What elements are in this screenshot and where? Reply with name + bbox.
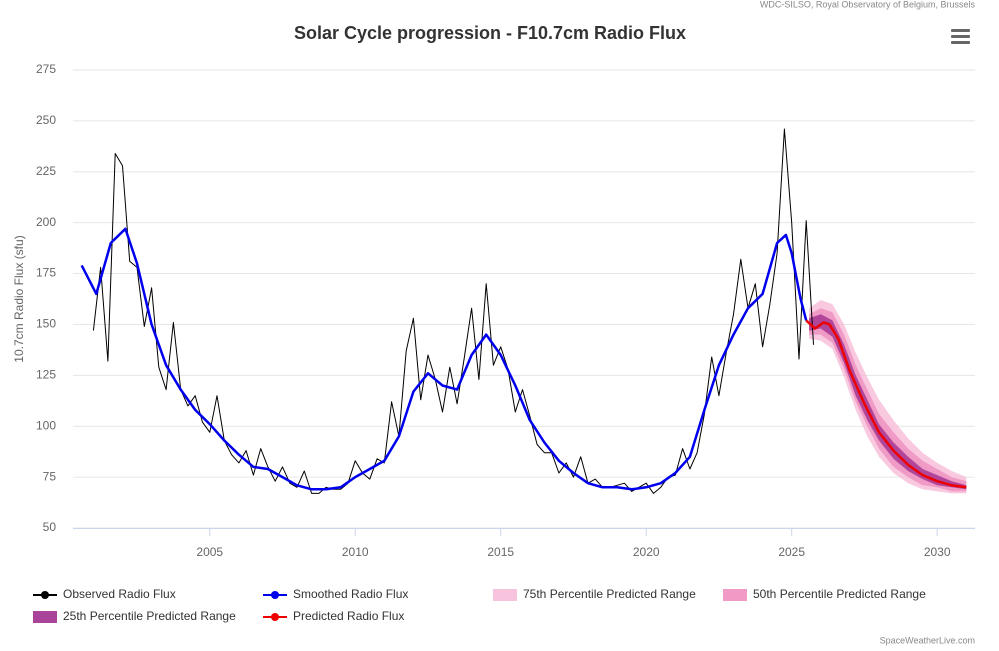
y-tick-label: 225 [36,164,56,178]
legend-label: Smoothed Radio Flux [293,587,408,601]
legend-label: 75th Percentile Predicted Range [523,587,696,601]
legend-symbol [723,589,747,601]
legend-item[interactable]: Observed Radio Flux [33,587,176,601]
legend-symbol [41,591,49,599]
y-tick-label: 100 [36,418,56,432]
x-tick-label: 2020 [633,545,660,559]
site-credit: SpaceWeatherLive.com [880,635,975,645]
predicted-range [809,308,967,492]
chart-title: Solar Cycle progression - F10.7cm Radio … [294,23,686,43]
series-line [80,227,808,491]
y-tick-label: 250 [36,113,56,127]
legend-label: Observed Radio Flux [63,587,176,601]
y-tick-label: 275 [36,62,56,76]
legend-label: Predicted Radio Flux [293,609,404,623]
legend-item[interactable]: 25th Percentile Predicted Range [33,609,236,623]
x-tick-label: 2025 [778,545,805,559]
y-axis-label: 10.7cm Radio Flux (sfu) [12,235,26,362]
y-tick-label: 150 [36,317,56,331]
legend-symbol [271,613,279,621]
legend-symbol [493,589,517,601]
x-tick-label: 2010 [342,545,369,559]
series-line [92,128,814,494]
y-tick-label: 200 [36,215,56,229]
y-tick-label: 175 [36,266,56,280]
legend-symbol [271,591,279,599]
source-credit: WDC-SILSO, Royal Observatory of Belgium,… [760,0,976,9]
predicted-range [809,314,967,490]
legend-item[interactable]: 50th Percentile Predicted Range [723,587,926,601]
legend-label: 25th Percentile Predicted Range [63,609,236,623]
legend-item[interactable]: Predicted Radio Flux [263,609,404,623]
legend-item[interactable]: Smoothed Radio Flux [263,587,408,601]
legend-item[interactable]: 75th Percentile Predicted Range [493,587,696,601]
legend-symbol [33,611,57,623]
y-tick-label: 50 [43,520,57,534]
x-tick-label: 2030 [924,545,951,559]
x-tick-label: 2015 [487,545,514,559]
y-tick-label: 125 [36,368,56,382]
y-tick-label: 75 [43,469,57,483]
legend-label: 50th Percentile Predicted Range [753,587,926,601]
menu-button[interactable] [951,29,970,44]
x-tick-label: 2005 [196,545,223,559]
series-line [805,319,967,489]
